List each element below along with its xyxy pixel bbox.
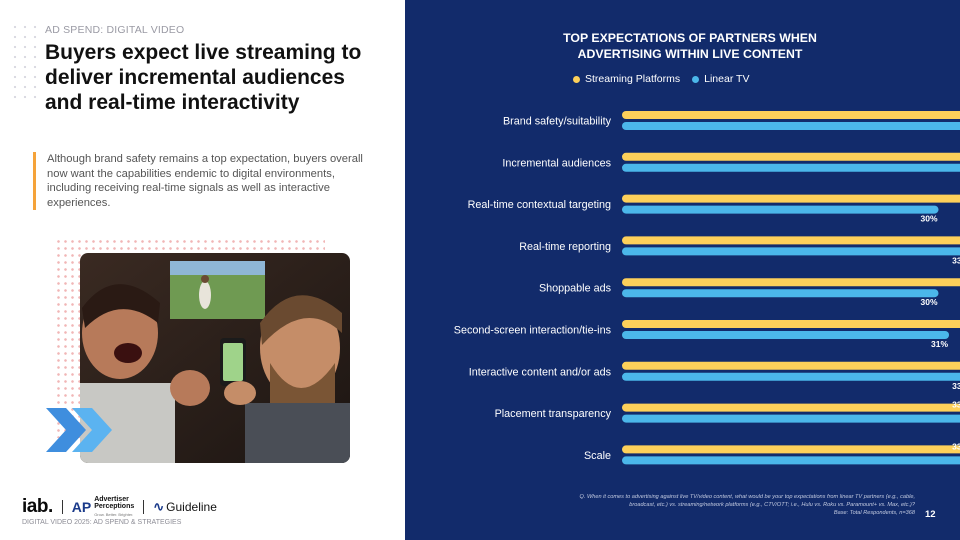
- footnote-line2: broadcast, etc.) vs. streaming/network p…: [629, 502, 915, 508]
- bar-streaming: [622, 361, 960, 370]
- chart-footnote: Q. When it comes to advertising against …: [485, 493, 915, 517]
- category-label: Incremental audiences: [502, 157, 611, 169]
- category-label: Brand safety/suitability: [503, 116, 612, 128]
- bar-linear: [622, 331, 950, 339]
- bar-streaming: [622, 236, 960, 245]
- bar-linear: [622, 372, 960, 381]
- chevron-arrows-icon: [46, 408, 112, 452]
- category-label: Shoppable ads: [539, 283, 612, 295]
- bar-streaming: [622, 320, 960, 328]
- bar-chart: Brand safety/suitability44%46%Incrementa…: [454, 111, 960, 465]
- guideline-logo-icon: ∿: [153, 499, 165, 514]
- chart-legend: Streaming Platforms Linear TV: [573, 73, 761, 85]
- legend-swatch-linear: [692, 75, 700, 83]
- logo-divider: [61, 500, 63, 514]
- accent-bar: [33, 152, 36, 210]
- bar-streaming: [622, 111, 960, 119]
- data-label: 33%: [952, 441, 960, 451]
- category-label: Scale: [584, 450, 611, 462]
- data-label: 30%: [920, 214, 937, 224]
- legend-swatch-streaming: [573, 75, 580, 83]
- logo-divider: [143, 500, 145, 514]
- advertiser-perceptions-logo-text: Advertiser Perceptions Grow. Better. Bri…: [94, 496, 134, 519]
- bar-streaming: [622, 445, 960, 454]
- bar-streaming: [622, 152, 960, 161]
- page-number: 12: [925, 509, 936, 520]
- ap-line2: Perceptions: [94, 503, 135, 511]
- footnote-line3: Base: Total Respondents, n=368: [833, 510, 915, 516]
- category-label: Interactive content and/or ads: [469, 366, 612, 378]
- partner-logos: iab. AP Advertiser Perceptions Grow. Bet…: [22, 496, 217, 518]
- section-eyebrow: AD SPEND: DIGITAL VIDEO: [45, 24, 185, 36]
- ap-tagline: Grow. Better. Brighter.: [94, 511, 134, 517]
- chart-title-line2: ADVERTISING WITHIN LIVE CONTENT: [577, 46, 803, 61]
- data-label: 30%: [920, 297, 937, 307]
- body-paragraph: Although brand safety remains a top expe…: [47, 153, 363, 209]
- bar-linear: [622, 456, 960, 465]
- bar-streaming: [622, 278, 960, 287]
- data-label: 33%: [952, 255, 960, 265]
- bar-streaming: [622, 194, 960, 203]
- iab-logo: iab.: [22, 496, 53, 517]
- legend-item-streaming: Streaming Platforms: [573, 73, 680, 85]
- page-headline: Buyers expect live streaming to deliver …: [45, 41, 362, 114]
- decorative-dot-grid: [10, 22, 40, 102]
- category-label: Placement transparency: [495, 408, 612, 420]
- legend-item-linear: Linear TV: [692, 73, 749, 85]
- footnote-line1: Q. When it comes to advertising against …: [579, 494, 915, 500]
- guideline-logo-text: Guideline: [166, 500, 217, 514]
- right-panel: TOP EXPECTATIONS OF PARTNERS WHEN ADVERT…: [405, 0, 960, 540]
- chart-title-line1: TOP EXPECTATIONS OF PARTNERS WHEN: [563, 31, 817, 45]
- bar-linear: [622, 414, 960, 423]
- chart-title: TOP EXPECTATIONS OF PARTNERS WHEN ADVERT…: [405, 31, 960, 62]
- bar-linear: [622, 247, 960, 256]
- data-label: 31%: [931, 339, 948, 349]
- bar-linear: [622, 205, 939, 214]
- report-footer: DIGITAL VIDEO 2025: AD SPEND & STRATEGIE…: [22, 519, 182, 526]
- bar-linear: [622, 289, 939, 298]
- left-panel: AD SPEND: DIGITAL VIDEO Buyers expect li…: [0, 0, 405, 540]
- advertiser-perceptions-logo-icon: AP: [71, 499, 92, 515]
- ap-line1: Advertiser: [94, 495, 129, 503]
- bar-linear: [622, 122, 960, 130]
- legend-label-linear: Linear TV: [704, 73, 750, 85]
- sports-fans-photo: [80, 253, 350, 463]
- category-label: Real-time reporting: [519, 241, 611, 253]
- legend-label-streaming: Streaming Platforms: [585, 73, 681, 85]
- data-label: 33%: [952, 400, 960, 410]
- category-label: Real-time contextual targeting: [468, 199, 611, 211]
- bar-streaming: [622, 403, 960, 412]
- bar-linear: [622, 163, 960, 172]
- data-label: 33%: [952, 381, 960, 391]
- category-label: Second-screen interaction/tie-ins: [454, 325, 612, 337]
